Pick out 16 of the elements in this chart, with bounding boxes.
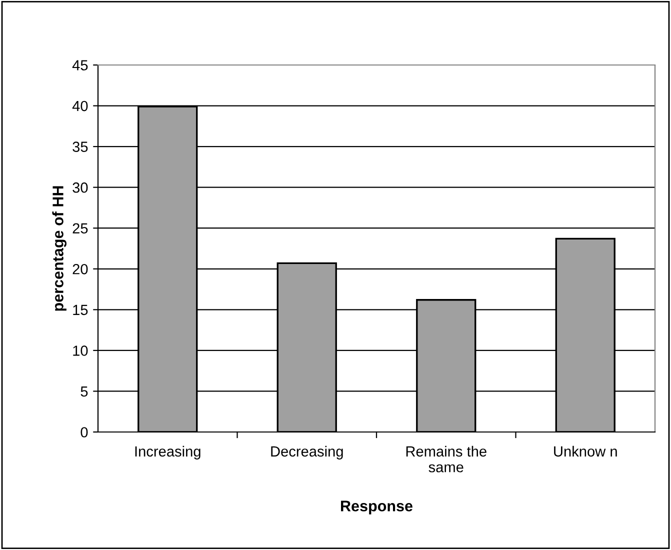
x-axis-title: Response [341, 500, 412, 514]
y-tick-label: 45 [72, 60, 88, 70]
y-tick-label: 30 [72, 182, 88, 193]
y-tick-label: 40 [72, 100, 88, 112]
y-tick-label: 25 [72, 223, 88, 234]
y-tick-label: 20 [72, 264, 88, 274]
x-tick-label: Decreasing [271, 446, 343, 460]
x-tick-label: Unknow n [554, 446, 617, 457]
y-tick-label: 15 [73, 304, 88, 316]
y-tick-label: 5 [80, 386, 88, 397]
y-tick-label: 35 [72, 142, 88, 152]
x-tick-label: Increasing [135, 446, 200, 460]
y-axis-title: percentage of HH [52, 186, 67, 311]
y-tick-label: 10 [73, 346, 88, 356]
y-tick-label: 0 [80, 427, 88, 438]
x-tick-label: Remains the same [406, 446, 486, 472]
